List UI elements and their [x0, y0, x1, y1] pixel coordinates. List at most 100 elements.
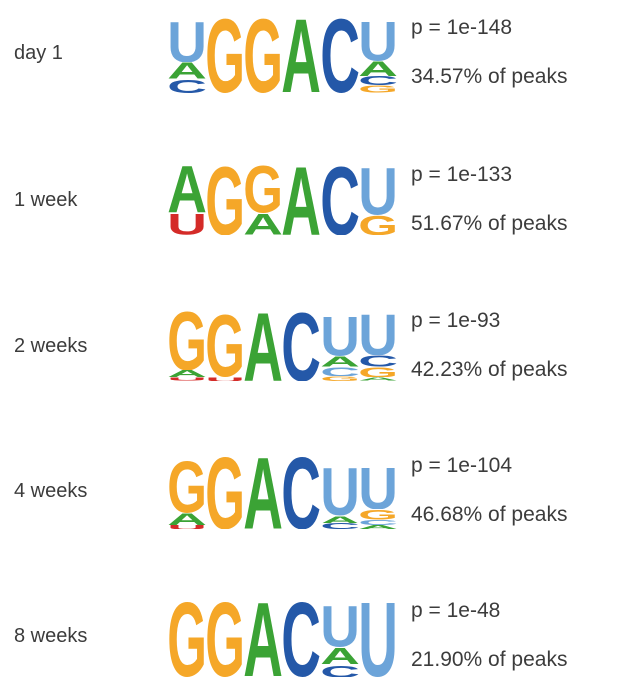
logo-column: G: [206, 454, 244, 529]
logo-letter-u: U: [321, 315, 359, 356]
logo-column: C: [282, 454, 320, 529]
logo-letter-glyph: U: [168, 20, 206, 62]
logo-letter-a: A: [168, 370, 206, 377]
logo-letter-glyph: U: [359, 466, 397, 510]
logo-letter-glyph: A: [168, 370, 206, 377]
logo-letter-g: G: [168, 459, 206, 513]
logo-letter-glyph: U: [321, 604, 359, 647]
logo-letter-glyph: A: [168, 164, 206, 213]
logo-letter-glyph: U: [168, 525, 206, 530]
logo-letter-g: G: [244, 16, 282, 93]
logo-column: G: [168, 599, 206, 677]
logo-letter-u: U: [321, 604, 359, 647]
timepoint-label: 8 weeks: [14, 625, 88, 647]
logo-column: C: [282, 599, 320, 677]
logo-letter-glyph: A: [244, 454, 282, 529]
logo-letter-glyph: C: [359, 520, 397, 525]
logo-column: A: [244, 454, 282, 529]
timepoint-label: 4 weeks: [14, 480, 88, 502]
logo-letter-glyph: G: [359, 367, 397, 378]
logo-letter-glyph: G: [359, 215, 397, 235]
logo-letter-glyph: C: [359, 355, 397, 367]
logo-letter-g: G: [359, 509, 397, 520]
logo-letter-a: A: [168, 62, 206, 79]
logo-column: A: [244, 309, 282, 381]
logo-letter-a: A: [244, 309, 282, 381]
logo-letter-c: C: [282, 454, 320, 529]
logo-letter-glyph: G: [168, 459, 206, 513]
logo-letter-glyph: G: [206, 599, 244, 677]
logo-letter-c: C: [321, 523, 359, 529]
logo-letter-glyph: A: [359, 61, 397, 76]
logo-letter-c: C: [321, 163, 359, 235]
logo-letter-g: G: [321, 376, 359, 381]
logo-letter-a: A: [359, 525, 397, 529]
logo-letter-glyph: G: [244, 16, 282, 93]
logo-letter-u: U: [359, 599, 397, 677]
logo-letter-glyph: C: [321, 523, 359, 529]
peak-percentage: 21.90% of peaks: [411, 648, 568, 671]
logo-letter-glyph: G: [206, 16, 244, 93]
logo-letter-glyph: C: [282, 309, 320, 381]
logo-letter-a: A: [168, 164, 206, 213]
logo-letter-g: G: [168, 309, 206, 370]
logo-letter-g: G: [206, 454, 244, 529]
peak-percentage: 46.68% of peaks: [411, 503, 568, 526]
logo-letter-a: A: [359, 61, 397, 76]
p-value: p = 1e-133: [411, 163, 513, 186]
logo-letter-glyph: A: [321, 356, 359, 367]
timepoint-label: 1 week: [14, 189, 78, 211]
logo-column: U: [359, 599, 397, 677]
logo-letter-glyph: G: [168, 599, 206, 677]
logo-letter-a: A: [168, 513, 206, 525]
logo-letter-g: G: [206, 599, 244, 677]
logo-column: A: [282, 163, 320, 235]
logo-letter-g: G: [244, 164, 282, 213]
logo-letter-glyph: C: [321, 665, 359, 678]
logo-letter-u: U: [359, 20, 397, 61]
logo-letter-a: A: [321, 647, 359, 664]
logo-letter-u: U: [359, 312, 397, 355]
p-value: p = 1e-148: [411, 16, 513, 39]
p-value: p = 1e-104: [411, 454, 513, 477]
logo-letter-glyph: G: [244, 164, 282, 213]
logo-letter-glyph: U: [359, 599, 397, 677]
logo-letter-g: G: [206, 163, 244, 235]
logo-column: G: [206, 599, 244, 677]
logo-letter-u: U: [168, 377, 206, 381]
logo-column: A: [282, 16, 320, 93]
logo-letter-glyph: U: [206, 377, 244, 381]
logo-letter-g: G: [359, 85, 397, 93]
logo-letter-glyph: A: [244, 213, 282, 235]
logo-letter-glyph: U: [359, 20, 397, 61]
timepoint-label: 2 weeks: [14, 335, 88, 357]
logo-letter-c: C: [359, 76, 397, 85]
logo-letter-g: G: [359, 215, 397, 235]
logo-letter-glyph: U: [359, 166, 397, 215]
logo-column: C: [282, 309, 320, 381]
logo-letter-glyph: C: [321, 163, 359, 235]
logo-column: C: [321, 163, 359, 235]
logo-letter-glyph: A: [244, 309, 282, 381]
logo-letter-g: G: [206, 312, 244, 377]
logo-letter-c: C: [359, 520, 397, 525]
logo-letter-glyph: G: [168, 309, 206, 370]
logo-letter-glyph: A: [168, 62, 206, 79]
logo-letter-g: G: [206, 16, 244, 93]
logo-letter-c: C: [321, 16, 359, 93]
